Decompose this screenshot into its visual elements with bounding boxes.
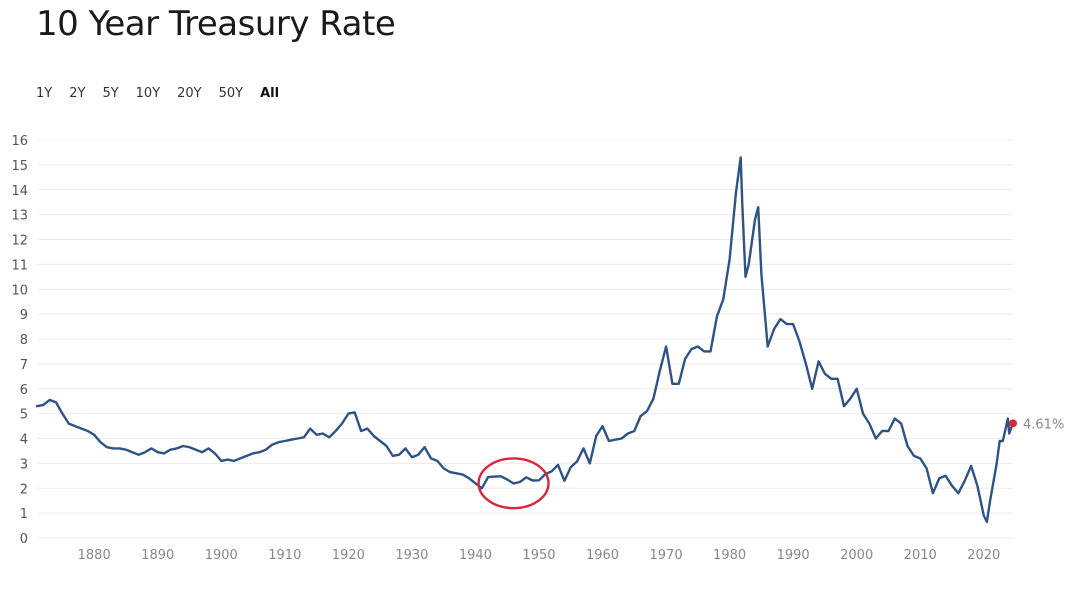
y-tick-label: 15 (11, 159, 28, 174)
x-tick-label: 1930 (395, 548, 428, 563)
y-tick-label: 9 (20, 308, 28, 323)
x-tick-label: 1890 (141, 548, 174, 563)
x-tick-label: 1990 (777, 548, 810, 563)
y-tick-label: 8 (20, 333, 28, 348)
x-tick-label: 2000 (840, 548, 873, 563)
x-tick-label: 1960 (586, 548, 619, 563)
range-button-1y[interactable]: 1Y (36, 86, 53, 101)
x-tick-label: 1880 (78, 548, 111, 563)
y-tick-label: 16 (11, 134, 28, 149)
x-tick-label: 1920 (332, 548, 365, 563)
page-title: 10 Year Treasury Rate (36, 4, 396, 44)
range-button-10y[interactable]: 10Y (135, 86, 161, 101)
y-tick-label: 6 (20, 383, 28, 398)
range-button-50y[interactable]: 50Y (218, 86, 244, 101)
y-tick-label: 4 (20, 433, 28, 448)
x-tick-label: 1970 (650, 548, 683, 563)
y-tick-label: 3 (20, 457, 28, 472)
gridlines (37, 139, 1013, 539)
y-tick-label: 7 (20, 358, 28, 373)
range-selector: 1Y 2Y 5Y 10Y 20Y 50Y All (36, 86, 296, 101)
y-tick-label: 10 (11, 283, 28, 298)
series-line (35, 156, 1015, 523)
range-button-all[interactable]: All (260, 86, 280, 101)
x-tick-label: 1950 (522, 548, 555, 563)
last-point-marker (1009, 419, 1017, 428)
x-tick-label: 2010 (904, 548, 937, 563)
x-axis: 1880 1890 1900 1910 1920 1930 1940 1950 1960 1970… (78, 548, 1001, 563)
range-button-5y[interactable]: 5Y (102, 86, 119, 101)
range-button-2y[interactable]: 2Y (69, 86, 86, 101)
y-tick-label: 14 (11, 184, 28, 199)
y-tick-label: 5 (20, 408, 28, 423)
last-value-label: 4.61% (1023, 417, 1064, 432)
x-tick-label: 2020 (967, 548, 1000, 563)
y-tick-label: 2 (20, 482, 28, 497)
x-tick-label: 1900 (205, 548, 238, 563)
y-tick-label: 13 (11, 209, 28, 224)
x-tick-label: 1910 (268, 548, 301, 563)
y-tick-label: 0 (20, 532, 28, 547)
range-button-20y[interactable]: 20Y (177, 86, 202, 101)
y-tick-label: 11 (11, 258, 28, 273)
x-tick-label: 1980 (713, 548, 746, 563)
y-tick-label: 1 (20, 507, 28, 522)
y-tick-label: 12 (11, 234, 28, 249)
highlight-circle (477, 457, 550, 510)
x-tick-label: 1940 (459, 548, 492, 563)
